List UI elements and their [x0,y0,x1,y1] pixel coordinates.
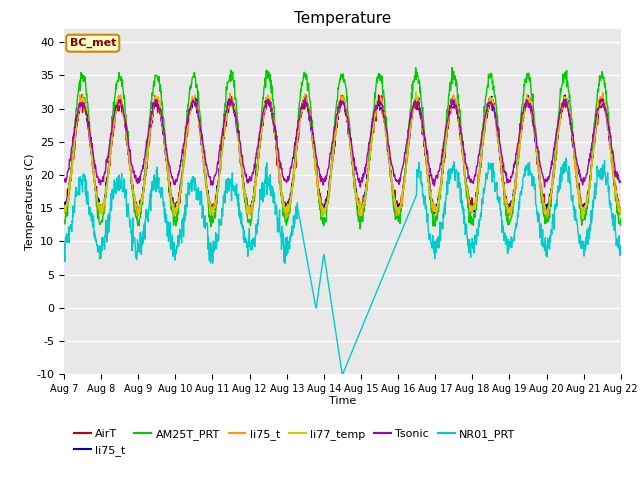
Legend: AirT, li75_t, AM25T_PRT, li75_t, li77_temp, Tsonic, NR01_PRT: AirT, li75_t, AM25T_PRT, li75_t, li77_te… [70,425,520,460]
X-axis label: Time: Time [329,396,356,406]
Title: Temperature: Temperature [294,11,391,26]
Text: BC_met: BC_met [70,38,116,48]
Y-axis label: Temperatures (C): Temperatures (C) [25,153,35,250]
